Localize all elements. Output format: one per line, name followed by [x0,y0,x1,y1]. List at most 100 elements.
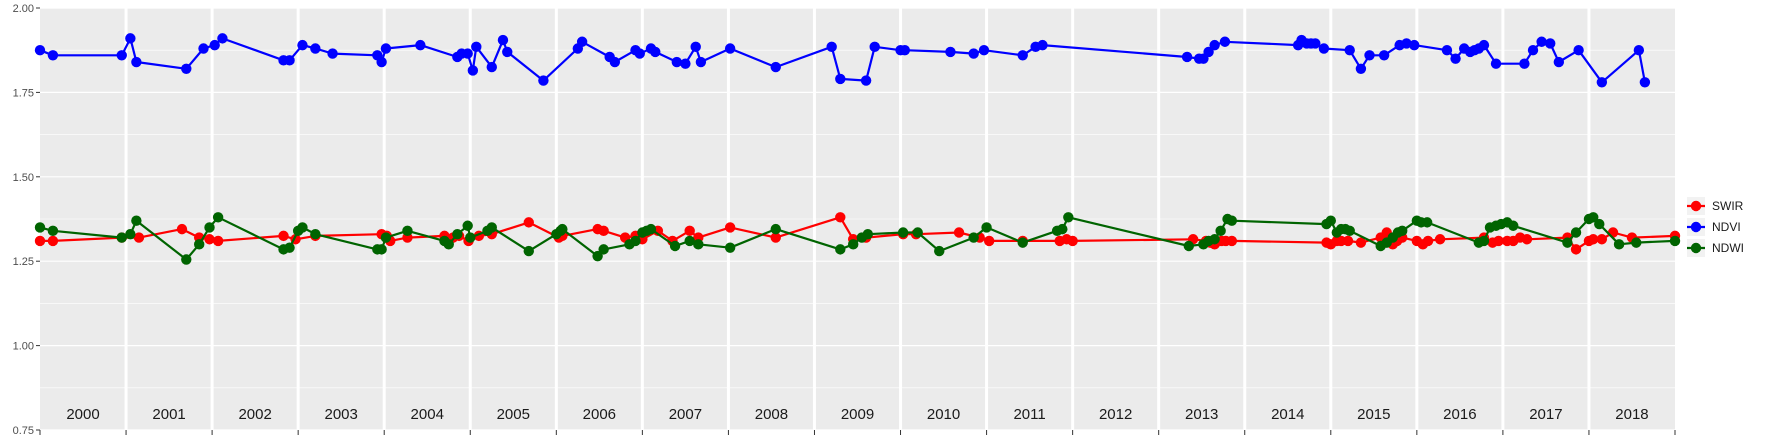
data-point-ndvi [34,45,46,56]
data-point-ndwi [1570,227,1582,238]
data-point-ndvi [462,48,473,59]
y-axis: 0.75 1.00 1.25 1.50 1.75 2.00 [13,3,1676,437]
data-point-ndwi [897,227,909,238]
data-point-ndvi [1318,43,1330,54]
data-point-swir [598,225,609,237]
data-point-ndvi [1378,50,1390,61]
data-point-ndvi [1527,45,1539,56]
data-point-ndvi [1596,77,1608,88]
data-point-ndwi [1215,225,1226,237]
data-point-ndwi [462,220,473,231]
legend: SWIR NDVI NDWI [1687,197,1744,257]
data-point-ndvi [1553,56,1565,68]
data-point-ndwi [645,223,657,235]
data-point-ndvi [835,73,846,85]
data-point-ndvi [380,43,392,54]
data-point-ndwi [47,225,59,237]
data-point-ndvi [680,58,691,69]
data-point-swir [1521,234,1533,245]
data-point-ndvi [1344,45,1355,56]
data-point-ndwi [297,222,308,233]
data-point-ndvi [1209,39,1220,51]
data-point-ndvi [1181,51,1193,63]
year-label: 2005 [497,406,530,423]
year-label: 2015 [1357,406,1390,423]
data-point-ndwi [1017,237,1028,248]
data-point-ndvi [467,65,479,76]
data-point-swir [176,223,188,235]
data-point-swir [1588,234,1599,245]
year-label: 2012 [1099,406,1132,423]
data-point-ndvi [724,43,736,54]
y-tick-label: 1.25 [13,256,34,268]
data-point-ndvi [1519,58,1530,69]
data-point-ndwi [770,223,781,235]
data-point-swir [204,234,215,245]
year-label: 2018 [1615,406,1648,423]
data-point-ndvi [47,50,59,61]
year-label: 2000 [66,406,99,423]
legend-key-point [1690,221,1702,233]
data-point-ndvi [198,43,209,54]
data-point-ndwi [125,228,136,240]
data-point-ndvi [1037,39,1048,51]
data-point-ndvi [310,43,321,54]
y-tick-label: 1.75 [13,87,34,99]
year-labels: 2000 2001 2002 2003 2004 2005 2006 2007 2008 2009… [66,406,1648,423]
data-point-ndwi [1344,225,1355,237]
data-point-ndvi [471,41,482,53]
y-tick-label: 0.75 [13,425,34,437]
data-point-ndwi [1562,237,1573,248]
data-point-ndwi [1669,235,1681,247]
data-point-ndvi [1409,39,1420,51]
year-label: 2013 [1185,406,1218,423]
data-point-ndwi [847,239,859,250]
data-point-ndvi [1633,45,1645,56]
data-point-ndvi [826,41,837,53]
year-label: 2009 [841,406,874,423]
data-point-ndwi [376,244,387,255]
data-point-ndvi [1401,38,1412,49]
data-point-ndvi [125,33,136,44]
data-point-ndwi [284,242,295,253]
data-point-ndwi [193,239,205,250]
data-point-ndwi [1478,235,1490,247]
data-point-ndwi [968,232,979,243]
data-point-ndvi [1450,53,1461,64]
legend-key-point [1690,242,1702,254]
data-point-ndvi [297,39,308,51]
data-point-ndwi [934,245,945,257]
data-point-ndvi [1573,45,1584,56]
data-point-ndwi [1421,217,1433,228]
data-point-ndwi [310,228,321,240]
legend-label: NDVI [1712,220,1741,234]
data-point-ndvi [209,39,220,51]
data-point-ndwi [684,235,695,247]
data-point-ndvi [327,48,338,59]
data-point-ndvi [1545,38,1556,49]
data-point-swir [770,232,781,243]
data-point-ndwi [443,239,454,250]
legend-key-point [1690,200,1702,212]
data-point-ndwi [557,223,568,235]
year-label: 2004 [411,406,444,423]
data-point-ndvi [978,45,990,56]
data-point-swir [1493,235,1504,247]
data-point-ndwi [912,227,923,238]
data-point-ndvi [1441,45,1453,56]
data-point-ndwi [598,244,609,255]
year-label: 2007 [669,406,702,423]
legend-label: SWIR [1712,199,1744,213]
data-point-swir [278,230,289,242]
data-point-ndwi [212,212,224,223]
data-point-swir [1434,234,1446,245]
data-point-ndwi [116,232,127,243]
data-point-ndvi [1490,58,1502,69]
data-point-ndwi [862,228,874,240]
data-point-ndvi [486,61,497,73]
data-point-ndvi [945,46,956,58]
year-label: 2010 [927,406,960,423]
data-point-ndwi [1063,212,1074,223]
data-point-ndwi [465,232,476,243]
